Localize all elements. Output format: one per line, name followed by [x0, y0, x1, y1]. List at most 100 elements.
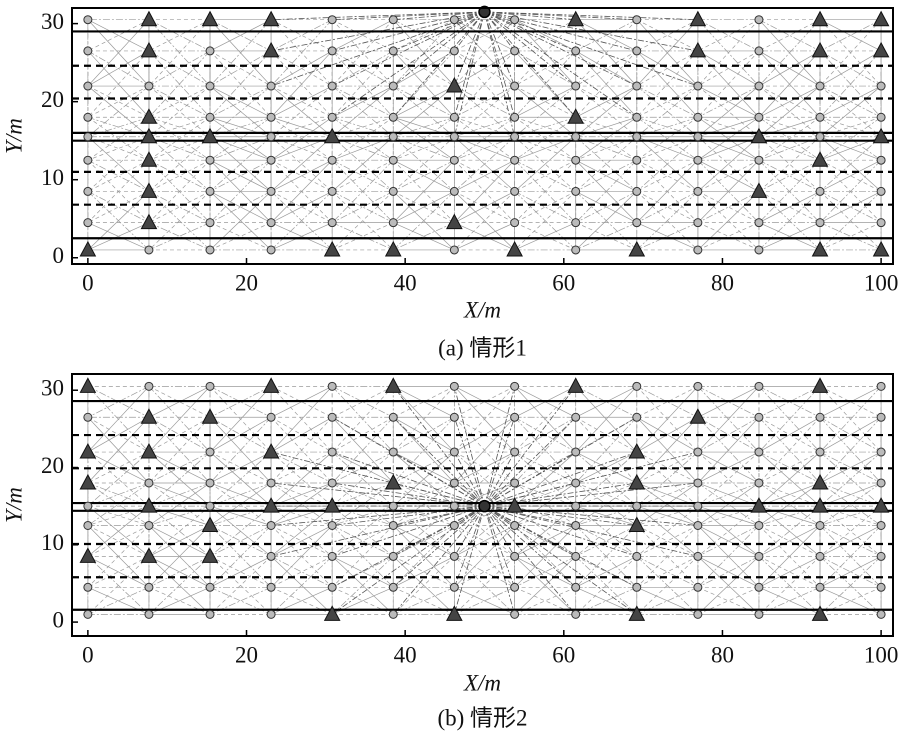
link	[636, 85, 699, 138]
sensor-node	[510, 412, 520, 422]
link	[636, 525, 699, 557]
link	[575, 451, 638, 507]
sensor-node	[205, 81, 215, 91]
link	[819, 50, 882, 118]
anchor-node	[750, 127, 768, 144]
link	[636, 451, 699, 507]
sensor-node	[449, 381, 459, 391]
link	[270, 85, 333, 138]
link	[148, 116, 211, 161]
sensor-node	[266, 582, 276, 592]
anchor-node	[750, 497, 768, 513]
link	[514, 19, 576, 52]
link	[636, 482, 698, 507]
link	[270, 222, 333, 251]
y-tick-label: 30	[41, 376, 64, 401]
link	[454, 50, 515, 87]
link	[270, 85, 333, 118]
sensor-node	[327, 412, 337, 422]
sensor-node	[754, 551, 764, 561]
link	[209, 19, 272, 52]
sensor-node	[83, 112, 93, 122]
sensor-node	[510, 132, 520, 142]
link	[697, 191, 760, 251]
link	[209, 556, 272, 588]
link	[514, 85, 576, 138]
link	[758, 116, 821, 138]
link	[148, 191, 211, 251]
link	[270, 451, 333, 484]
link	[636, 222, 699, 251]
link	[819, 85, 882, 118]
link	[758, 159, 821, 192]
sensor-node	[205, 155, 215, 165]
sink-link	[484, 386, 577, 507]
link	[575, 525, 637, 557]
link	[393, 116, 455, 161]
link	[454, 556, 515, 588]
link	[393, 556, 455, 588]
link	[636, 19, 699, 52]
sink-link	[393, 11, 485, 21]
sensor-node	[83, 218, 93, 228]
link	[697, 85, 760, 138]
link	[819, 50, 882, 87]
sensor-node	[83, 609, 93, 619]
link	[636, 525, 699, 557]
axes-frame	[71, 373, 894, 637]
link	[331, 451, 394, 507]
sink-link	[484, 506, 516, 615]
sink-link	[484, 505, 698, 557]
link	[636, 50, 699, 118]
sensor-node	[266, 520, 276, 530]
sensor-node	[388, 412, 398, 422]
x-tick-label: 80	[711, 270, 734, 295]
sensor-node	[388, 132, 398, 142]
link	[697, 191, 760, 223]
link	[697, 505, 760, 557]
link	[393, 386, 455, 418]
anchor-node	[140, 41, 158, 58]
link	[454, 451, 515, 484]
link	[332, 191, 394, 223]
x-axis-label: X/m	[463, 670, 501, 695]
sensor-node	[510, 582, 520, 592]
link	[87, 505, 150, 526]
sensor-node	[693, 218, 703, 228]
link	[454, 159, 515, 192]
sink-link	[453, 506, 485, 615]
link	[332, 386, 394, 418]
anchor-node	[384, 240, 402, 257]
sensor-node	[754, 46, 764, 56]
anchor-node	[384, 377, 402, 393]
sensor-node	[754, 478, 764, 488]
link	[575, 85, 638, 138]
sink-link	[484, 505, 638, 615]
link	[758, 19, 821, 52]
link	[393, 482, 455, 526]
sensor-node	[266, 551, 276, 561]
link	[148, 85, 211, 118]
sensor-node	[693, 447, 703, 457]
sensor-node	[205, 478, 215, 488]
anchor-node	[811, 41, 829, 58]
anchor-node	[506, 240, 523, 257]
sensor-node	[754, 81, 764, 91]
sensor-node	[327, 81, 337, 91]
link	[575, 85, 638, 138]
sensor-node	[632, 155, 642, 165]
link	[270, 451, 333, 484]
sensor-node	[815, 447, 825, 457]
sensor-node	[754, 412, 764, 422]
link	[270, 85, 333, 138]
sensor-node	[693, 381, 703, 391]
sensor-node	[876, 412, 886, 422]
link	[270, 556, 333, 588]
x-tick-label: 80	[711, 642, 734, 667]
sensor-node	[510, 381, 520, 391]
link	[758, 556, 821, 588]
x-tick-label: 20	[235, 642, 258, 667]
link	[575, 556, 637, 588]
link	[209, 451, 272, 507]
sensor-node	[449, 132, 459, 142]
